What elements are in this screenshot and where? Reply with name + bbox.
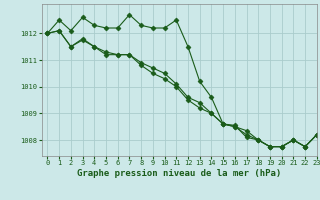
X-axis label: Graphe pression niveau de la mer (hPa): Graphe pression niveau de la mer (hPa) <box>77 169 281 178</box>
